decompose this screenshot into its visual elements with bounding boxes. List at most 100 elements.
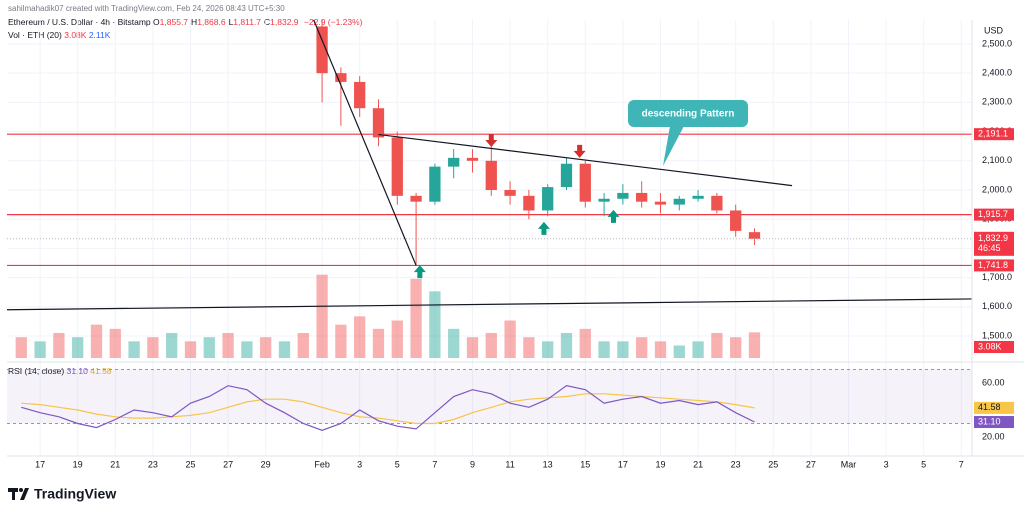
candle-body	[711, 195, 723, 211]
ohlc-value: 1,855.7	[159, 17, 189, 27]
x-tick-label: 19	[73, 459, 83, 469]
volume-bar	[466, 337, 479, 358]
price-level-tag	[974, 128, 1014, 141]
credit: sahilmahadik07 created with TradingView.…	[8, 4, 285, 13]
rsi-ma-tag-label: 41.58	[978, 402, 1001, 412]
volume-last: 3.08K	[64, 30, 87, 40]
rsi-ma: 41.58	[90, 366, 112, 376]
volume-bar	[504, 320, 516, 358]
volume-bar	[429, 291, 441, 358]
candle-body	[673, 198, 685, 205]
volume-bar	[184, 341, 197, 358]
volume-bar	[241, 341, 253, 358]
annotation-pointer	[663, 126, 684, 166]
volume-bar	[523, 337, 535, 358]
volume-bar	[692, 341, 704, 358]
ohlc-key: L	[228, 17, 234, 27]
x-tick-label: 3	[884, 459, 889, 469]
price-level-tag	[974, 259, 1014, 272]
x-tick-label: 5	[395, 459, 400, 469]
volume-bar	[636, 337, 648, 358]
trendline	[313, 20, 417, 266]
candle-body	[748, 232, 761, 239]
volume-title: Vol · ETH (20)	[8, 30, 62, 40]
volume-bar	[90, 324, 103, 358]
brand-logo	[8, 488, 29, 500]
candle-body	[316, 26, 328, 74]
rsi-tick-label: 20.00	[982, 431, 1005, 441]
y-tick-label: 1,700.0	[982, 272, 1012, 282]
volume-bar	[542, 341, 554, 358]
volume-bar	[579, 328, 591, 358]
last-price-label: 1,832.9	[978, 233, 1008, 243]
brand: TradingView	[34, 486, 116, 502]
volume-bar	[128, 341, 140, 358]
signal-arrow	[413, 265, 426, 279]
volume-bar	[15, 337, 27, 358]
x-tick-label: 21	[693, 459, 703, 469]
trendline	[7, 298, 972, 311]
price-level-tag	[974, 208, 1014, 221]
volume-bar	[335, 324, 347, 358]
candle-body	[617, 192, 629, 199]
rsi-values-line	[21, 385, 755, 431]
price-pane	[7, 20, 972, 311]
x-tick-label: 23	[148, 459, 158, 469]
ohlc-key: C	[264, 17, 271, 27]
price-level-label: 1,915.7	[978, 209, 1008, 219]
signal-arrow	[607, 209, 620, 223]
y-tick-label: 2,100.0	[982, 155, 1012, 165]
volume-bar	[673, 345, 685, 358]
ohlc-value: 1,811.7	[233, 17, 262, 27]
volume-bar	[316, 274, 328, 358]
signal-arrow	[485, 134, 498, 148]
volume-bar	[598, 341, 610, 358]
volume-bar	[617, 341, 629, 358]
ohlc-key: O	[153, 17, 160, 27]
x-tick-label: 27	[806, 459, 816, 469]
rsi-band	[7, 369, 972, 424]
x-tick-label: 3	[357, 459, 362, 469]
x-tick-label: 23	[731, 459, 741, 469]
volume-bar	[147, 337, 159, 358]
volume-bar	[372, 328, 385, 358]
volume-bar	[203, 337, 215, 358]
volume-bar	[748, 332, 761, 358]
x-tick-label: 13	[543, 459, 553, 469]
x-tick-label: 21	[110, 459, 120, 469]
background-layer	[7, 20, 972, 455]
x-tick-label: 25	[768, 459, 778, 469]
symbol: Ethereum / U.S. Dollar · 4h · Bitstamp	[8, 17, 151, 27]
candle-body	[448, 157, 460, 167]
y-tick-label: 2,300.0	[982, 97, 1012, 107]
ohlc: O1,855.7 H1,868.6 L1,811.7 C1,832.9	[153, 17, 302, 27]
candle-body	[410, 195, 422, 202]
candle-body	[560, 163, 573, 188]
rsi-tag	[974, 416, 1014, 429]
y-tick-label: 1,500.0	[982, 330, 1012, 340]
volume-bar	[166, 333, 178, 358]
volume-tag	[974, 341, 1014, 353]
candle-body	[391, 137, 403, 196]
volume-bar	[654, 341, 667, 358]
volume-bar	[109, 328, 121, 358]
ohlc-value: 1,832.9	[270, 17, 299, 27]
x-tick-label: 25	[185, 459, 195, 469]
candle-body	[654, 201, 667, 205]
countdown-label: 46:45	[978, 243, 1001, 253]
volume-bar	[260, 337, 272, 358]
volume-bar	[297, 333, 309, 358]
ohlc-value: 1,868.6	[197, 17, 226, 27]
last-price-tag	[974, 231, 1014, 256]
volume-bar	[53, 333, 65, 358]
candle-body	[542, 187, 554, 211]
price-level-label: 1,741.8	[978, 260, 1008, 270]
annotation: descending Pattern	[642, 109, 735, 120]
x-tick-label: 17	[618, 459, 628, 469]
candle-body	[485, 160, 497, 190]
x-tick-label: 17	[35, 459, 45, 469]
volume-bar	[448, 328, 460, 358]
price-level-label: 2,191.1	[978, 129, 1008, 139]
